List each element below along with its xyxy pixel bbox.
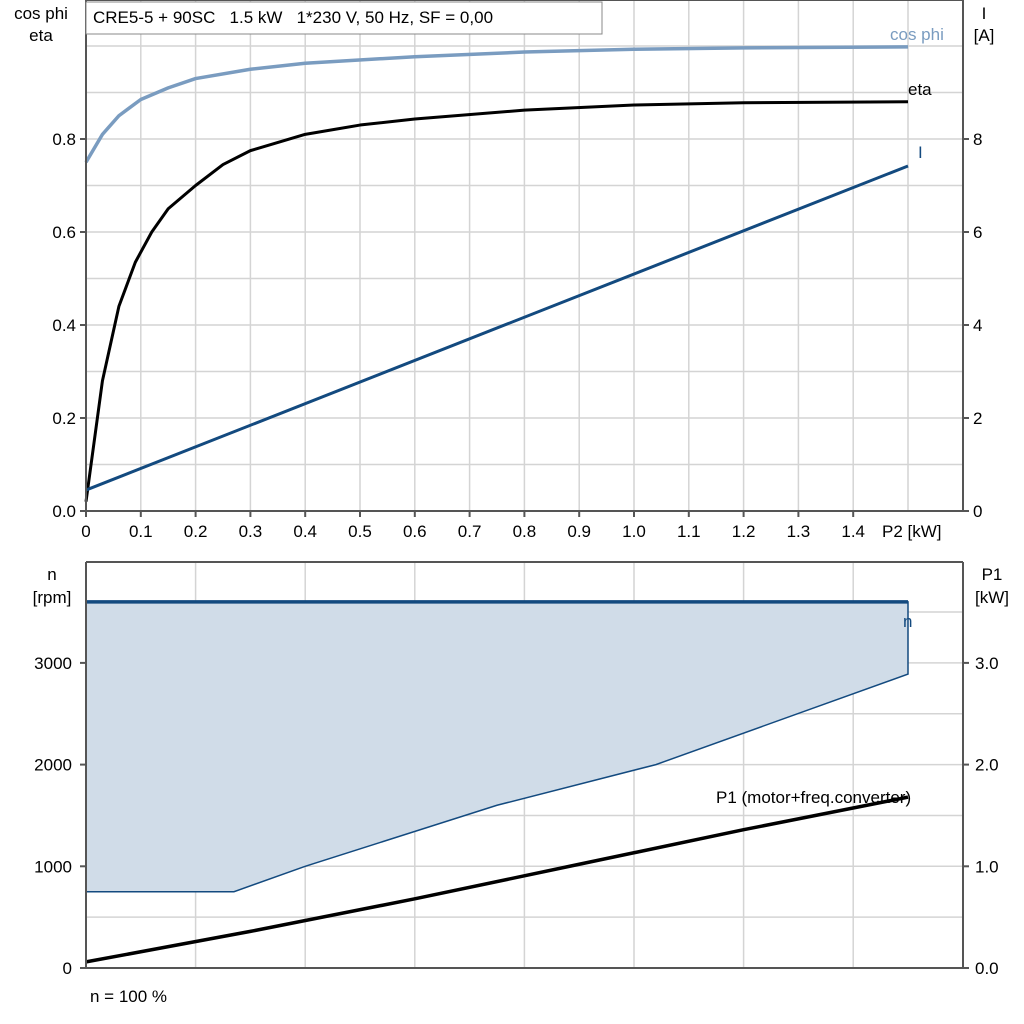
label-i: I [918,143,923,162]
x-tick-label: 0.8 [513,522,537,541]
current-line [85,164,909,492]
ylabel-left-top-2: eta [29,26,53,45]
label-n: n [903,612,912,631]
n-tick-label: 2000 [34,756,72,775]
ylabel-right-bottom-2: [kW] [975,588,1009,607]
ylabel-left-top-1: cos phi [14,4,68,23]
x-tick-label: 0.7 [458,522,482,541]
y-left-tick-label: 0.6 [52,223,76,242]
p1-tick-label: 0.0 [975,959,999,978]
label-cos-phi: cos phi [890,25,944,44]
chart-title: CRE5-5 + 90SC 1.5 kW 1*230 V, 50 Hz, SF … [93,8,493,27]
x-tick-label: 0.1 [129,522,153,541]
axes [80,0,969,969]
n-range-area [85,601,909,893]
ylabel-right-bottom-1: P1 [982,565,1003,584]
label-eta: eta [908,80,932,99]
n-tick-label: 3000 [34,654,72,673]
x-tick-label: 1.0 [622,522,646,541]
y-left-tick-label: 0.8 [52,130,76,149]
y-right-tick-label: 0 [973,502,982,521]
tick-labels: 0 0.1 0.2 0.3 0.4 0.5 0.6 0.7 0.8 0.9 1.0 1.1 1.2 1.3… [34,130,998,978]
ylabel-left-bottom-2: [rpm] [33,588,72,607]
x-tick-label: 0.4 [293,522,317,541]
p1-tick-label: 3.0 [975,654,999,673]
title-box [85,1,603,35]
n-tick-label: 1000 [34,857,72,876]
y-right-tick-label: 6 [973,223,982,242]
x-tick-label: 1.4 [841,522,865,541]
x-tick-label: 0.5 [348,522,372,541]
p1-line [85,795,909,964]
y-right-tick-label: 8 [973,130,982,149]
cos-phi-line [84,45,909,164]
ylabel-right-top-2: [A] [974,26,995,45]
top-grid [86,0,964,511]
label-p1: P1 (motor+freq.converter) [716,788,911,807]
y-right-tick-label: 2 [973,409,982,428]
ylabel-right-top-1: I [982,4,987,23]
eta-line [84,100,909,502]
ylabel-left-bottom-1: n [47,565,56,584]
y-right-tick-label: 4 [973,316,982,335]
x-tick-label: 1.1 [677,522,701,541]
p1-tick-label: 2.0 [975,756,999,775]
footer-speed: n = 100 % [90,987,167,1006]
y-left-tick-label: 0.4 [52,316,76,335]
x-tick-label: 1.2 [732,522,756,541]
n-tick-label: 0 [63,959,72,978]
p1-tick-label: 1.0 [975,857,999,876]
x-tick-label: 1.3 [787,522,811,541]
x-tick-label: 0.3 [239,522,263,541]
x-tick-label: 0.6 [403,522,427,541]
series-lines [84,45,909,964]
x-tick-label: 0.9 [567,522,591,541]
xlabel-top: P2 [kW] [882,522,942,541]
x-tick-label: 0 [81,522,90,541]
y-left-tick-label: 0.0 [52,502,76,521]
x-tick-label: 0.2 [184,522,208,541]
y-left-tick-label: 0.2 [52,409,76,428]
